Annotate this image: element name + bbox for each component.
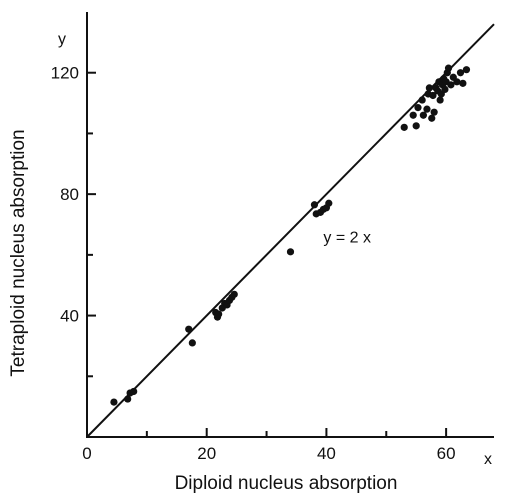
data-point: [230, 290, 238, 298]
data-points: [110, 64, 471, 406]
data-point: [444, 64, 453, 72]
x-tick-label: 0: [82, 444, 91, 463]
data-point: [462, 66, 471, 74]
data-point: [441, 85, 449, 94]
reference-line-label: y = 2 x: [323, 230, 371, 247]
data-point: [447, 81, 455, 89]
data-point: [310, 201, 319, 209]
data-point: [412, 122, 420, 130]
data-point: [124, 395, 132, 403]
data-point: [419, 111, 427, 119]
x-tick-label: 20: [197, 444, 216, 463]
data-point: [400, 123, 408, 131]
y-axis-ticks: 40 80 120: [51, 64, 96, 378]
y-axis-corner-label: y: [58, 31, 66, 48]
data-point: [436, 96, 444, 104]
data-point: [325, 199, 333, 207]
x-tick-label: 40: [317, 444, 336, 463]
data-point: [130, 387, 138, 396]
x-axis-corner-label: x: [484, 451, 492, 468]
data-point: [110, 398, 118, 406]
data-point: [414, 104, 422, 112]
data-point: [425, 84, 433, 92]
y-tick-label: 80: [60, 185, 79, 204]
data-point: [453, 78, 461, 86]
data-point: [188, 339, 196, 347]
data-point: [409, 111, 417, 119]
data-point: [430, 108, 438, 116]
y-tick-label: 120: [51, 64, 79, 83]
data-point: [418, 96, 426, 104]
data-point: [459, 79, 467, 87]
data-point: [286, 248, 295, 256]
data-point: [429, 91, 437, 100]
data-point: [185, 325, 193, 333]
y-tick-label: 40: [60, 307, 79, 326]
data-point: [215, 310, 223, 318]
data-point: [428, 114, 436, 122]
x-axis-title: Diploid nucleus absorption: [175, 473, 398, 494]
x-axis-ticks: 0 20 40 60: [82, 428, 456, 463]
y-axis-title: Tetraploid nucleus absorption: [8, 129, 29, 376]
x-tick-label: 60: [437, 444, 456, 463]
data-point: [456, 69, 465, 77]
data-point: [423, 105, 431, 113]
